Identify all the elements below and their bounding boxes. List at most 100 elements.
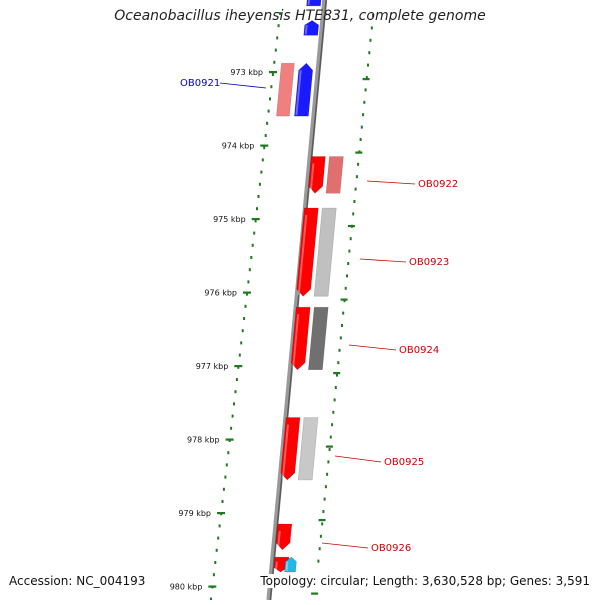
tick-label: 976 kbp — [204, 289, 237, 298]
tick-mark — [217, 512, 225, 515]
right-track-dot — [346, 274, 348, 278]
gene-OB0921-shade — [276, 62, 295, 117]
gene-labels: OB0921 OB0922 OB0923 OB0924 OB0925 OB0926 — [180, 78, 458, 554]
left-track-dot — [257, 195, 260, 198]
right-track-dot — [328, 448, 331, 451]
right-track-dot — [355, 175, 358, 179]
left-track-dot — [224, 475, 227, 479]
left-track-dot — [214, 561, 217, 564]
right-track-dot — [365, 76, 368, 79]
right-track-dot — [322, 510, 325, 513]
left-track-dot — [243, 317, 246, 320]
label-leader-OB0921 — [219, 82, 267, 89]
right-tick-mark — [311, 592, 319, 595]
right-track-dot — [329, 435, 332, 439]
left-track-dot — [270, 85, 273, 89]
left-track-dot — [240, 341, 243, 345]
right-track-dot — [321, 522, 324, 526]
left-track-dot — [266, 121, 269, 125]
right-tick-mark — [347, 225, 355, 228]
right-track-dot — [352, 212, 355, 216]
left-track-dot — [271, 73, 274, 76]
gene-upper-forward — [303, 20, 320, 36]
left-track-dot — [273, 60, 276, 64]
right-track-dot — [318, 547, 321, 551]
tick-mark — [260, 144, 269, 147]
right-track-dot — [344, 286, 347, 290]
right-tick-mark — [355, 151, 363, 154]
left-track-dot — [261, 158, 264, 162]
right-track-dot — [326, 472, 329, 476]
right-track-dot — [323, 497, 326, 501]
gene-OB0925 — [280, 417, 301, 481]
gene-OB0926 — [275, 523, 293, 551]
left-track-dot — [231, 414, 234, 418]
right-track-dot — [372, 14, 374, 17]
dot-tracks — [210, 12, 374, 601]
gene-OB0922 — [308, 156, 326, 194]
backbone-shadow — [269, 0, 327, 601]
right-track-dot — [359, 138, 362, 141]
gene-label-OB0924[interactable]: OB0924 — [399, 345, 439, 356]
tick-mark — [225, 438, 234, 441]
right-track-dot — [342, 311, 345, 315]
gene-OB0925-shine — [281, 424, 289, 479]
gene-OB0921 — [294, 62, 314, 117]
tick-label: 977 kbp — [196, 362, 229, 371]
gene-OB0923 — [296, 207, 319, 297]
right-track-dot — [331, 423, 334, 427]
left-track-dot — [276, 36, 279, 40]
left-track-dot — [230, 426, 233, 430]
right-track-dot — [353, 200, 356, 203]
left-track-dot — [233, 402, 235, 406]
left-track-dot — [244, 304, 247, 308]
gene-label-OB0921[interactable]: OB0921 — [180, 78, 220, 89]
gene-features — [273, 0, 344, 573]
left-track-dot — [221, 500, 224, 503]
gene-OB0924 — [290, 306, 311, 371]
gene-label-OB0926[interactable]: OB0926 — [371, 543, 411, 554]
right-track-dot — [339, 336, 342, 340]
left-track-dot — [274, 48, 277, 52]
tick-label: 975 kbp — [213, 215, 246, 224]
tick-mark — [243, 291, 251, 294]
gene-OB0924-shine — [292, 314, 300, 369]
left-track-dot — [250, 256, 253, 259]
topology-text: Topology: circular; Length: 3,630,528 bp… — [258, 574, 592, 588]
left-track-dot — [238, 353, 241, 357]
tick-mark — [234, 365, 243, 368]
gene-label-OB0925[interactable]: OB0925 — [384, 457, 424, 468]
right-track-dot — [354, 187, 357, 191]
gene-label-OB0922[interactable]: OB0922 — [418, 179, 458, 190]
gene-upper-forward-shine — [304, 24, 308, 35]
right-tick-mark — [333, 372, 341, 375]
right-track-dot — [337, 361, 340, 365]
left-track-dot — [222, 487, 225, 491]
right-track-dot — [319, 534, 322, 538]
gene-OB0924-shade — [308, 306, 329, 371]
right-track-dot — [349, 237, 352, 241]
left-track-dot — [212, 573, 215, 577]
gene-bottom-cyan-shine — [285, 561, 289, 572]
right-tick-mark — [362, 78, 370, 81]
left-track-dot — [264, 134, 267, 137]
left-track-dot — [260, 170, 263, 174]
tick-mark — [208, 585, 217, 588]
right-track-dot — [332, 410, 335, 414]
left-track-dot — [251, 243, 254, 247]
left-track-dot — [235, 378, 238, 381]
left-track-dot — [237, 365, 240, 369]
backbone — [266, 0, 328, 601]
left-track-dot — [269, 97, 271, 101]
right-track-dot — [363, 100, 366, 104]
right-track-dot — [327, 460, 330, 464]
gene-OB0926-shine — [277, 530, 281, 549]
tick-mark — [269, 71, 277, 74]
label-leader-OB0926 — [321, 542, 369, 549]
gene-OB0923-shade — [313, 207, 337, 297]
gene-label-OB0923[interactable]: OB0923 — [409, 257, 449, 268]
gene-OB0923-shine — [297, 214, 308, 296]
tick-label: 974 kbp — [222, 142, 255, 151]
